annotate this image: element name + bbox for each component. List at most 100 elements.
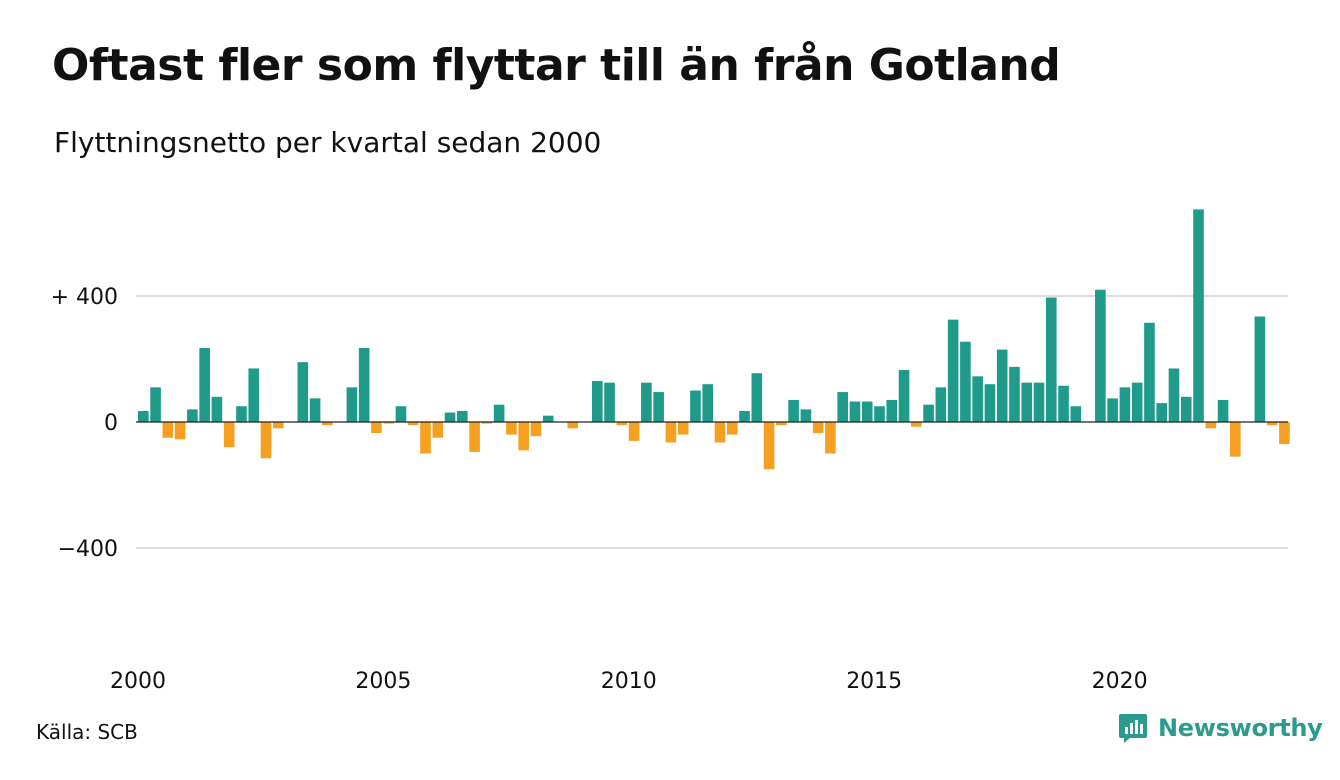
bar xyxy=(702,384,714,422)
bar xyxy=(542,415,554,422)
bar xyxy=(1045,297,1057,422)
bar xyxy=(395,406,407,422)
bar xyxy=(211,396,223,422)
y-axis-ticks: + 400 0 −400 xyxy=(51,285,118,562)
x-tick-label: 2015 xyxy=(846,669,902,694)
bar xyxy=(677,422,689,435)
bar xyxy=(457,410,468,423)
bar xyxy=(861,401,873,422)
bar xyxy=(665,422,677,443)
bar xyxy=(849,401,861,422)
bar xyxy=(1156,403,1168,422)
bar xyxy=(432,422,444,438)
bar xyxy=(1230,422,1241,457)
bar xyxy=(984,384,996,422)
bar xyxy=(174,422,186,440)
y-tick-label: −400 xyxy=(58,537,118,562)
bar xyxy=(935,387,947,422)
bar xyxy=(567,422,579,429)
bar xyxy=(1180,396,1192,422)
bar xyxy=(947,319,959,423)
bar xyxy=(628,422,640,441)
bar xyxy=(322,422,333,426)
bar xyxy=(1205,422,1217,429)
bar xyxy=(297,362,309,422)
bar xyxy=(187,409,198,422)
bar xyxy=(1021,382,1033,423)
y-tick-label: + 400 xyxy=(51,285,118,310)
bar xyxy=(420,422,431,454)
bar xyxy=(763,422,775,470)
bar xyxy=(469,422,480,452)
bar xyxy=(653,392,664,422)
bar xyxy=(371,422,382,434)
bar xyxy=(886,399,898,422)
bar xyxy=(714,422,726,443)
bar xyxy=(800,409,812,422)
source-note: Källa: SCB xyxy=(36,720,138,744)
bar xyxy=(407,422,419,426)
bar xyxy=(837,392,848,422)
bar xyxy=(739,410,750,423)
y-tick-label: 0 xyxy=(104,411,118,436)
bar xyxy=(1168,368,1180,422)
bar xyxy=(530,422,542,437)
bar xyxy=(1009,366,1020,423)
bar xyxy=(972,376,983,422)
bar xyxy=(1193,209,1204,423)
bar xyxy=(604,382,615,423)
bar xyxy=(199,347,210,423)
bar xyxy=(812,422,824,434)
bar xyxy=(1058,385,1069,422)
bar xyxy=(911,422,922,427)
bar xyxy=(690,390,701,422)
bar xyxy=(960,341,971,423)
bar xyxy=(506,422,517,435)
bar xyxy=(1254,316,1266,423)
bar xyxy=(518,422,529,451)
bar xyxy=(726,422,738,435)
x-tick-label: 2020 xyxy=(1092,669,1148,694)
chart-title: Oftast fler som flyttar till än från Got… xyxy=(52,40,1061,91)
bar xyxy=(996,349,1008,422)
bar xyxy=(776,422,787,426)
x-tick-label: 2005 xyxy=(355,669,411,694)
newsworthy-logo-icon xyxy=(1119,714,1147,743)
bar xyxy=(788,399,799,422)
bar xyxy=(346,387,358,422)
bar xyxy=(1279,422,1290,445)
bar xyxy=(751,373,763,423)
bar xyxy=(150,387,161,422)
bar xyxy=(923,404,934,422)
brand-name: Newsworthy xyxy=(1158,714,1323,742)
bar xyxy=(1131,382,1143,423)
bar xyxy=(1266,422,1278,426)
bar xyxy=(1217,399,1229,422)
brand[interactable]: Newsworthy xyxy=(1118,712,1323,744)
bar xyxy=(1070,406,1082,422)
bar xyxy=(223,422,235,448)
bar xyxy=(874,406,885,422)
x-tick-label: 2010 xyxy=(601,669,657,694)
bar xyxy=(481,422,493,424)
bar xyxy=(236,406,247,422)
bar xyxy=(444,412,456,422)
bar xyxy=(591,381,603,422)
bar xyxy=(309,398,321,423)
bar xyxy=(1144,322,1155,422)
bar xyxy=(383,422,394,424)
x-axis-ticks: 2000 2005 2010 2015 2020 xyxy=(110,669,1148,694)
chart-subtitle: Flyttningsnetto per kvartal sedan 2000 xyxy=(54,126,602,159)
bar xyxy=(493,404,505,422)
bar xyxy=(1107,398,1118,423)
bar xyxy=(162,422,174,438)
bars xyxy=(138,209,1290,470)
bar xyxy=(138,410,149,423)
bar xyxy=(1095,289,1106,422)
bar xyxy=(272,422,284,429)
x-tick-label: 2000 xyxy=(110,669,166,694)
bar xyxy=(616,422,628,426)
bar xyxy=(1119,387,1131,422)
bar xyxy=(825,422,836,454)
